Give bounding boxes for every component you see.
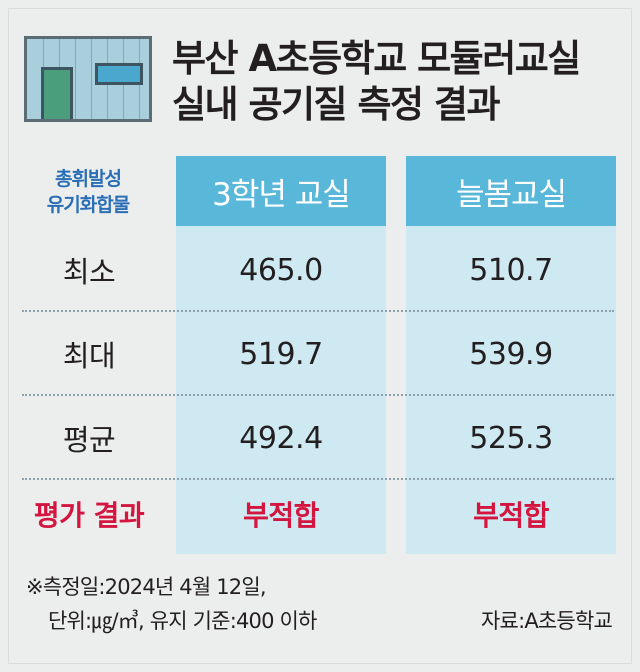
cell-value: 465.0 xyxy=(239,252,323,288)
door-shape xyxy=(41,67,73,119)
row-label: 최대 xyxy=(62,339,116,373)
row-divider xyxy=(22,478,614,480)
row-header-label: 총휘발성 유기화합물 xyxy=(22,166,154,218)
title-line-1: 부산 A초등학교 모듈러교실 xyxy=(172,37,581,80)
window-shape xyxy=(95,63,143,85)
table-row: 최대 519.7 539.9 xyxy=(22,312,614,396)
footnote-line-1: ※측정일:2024년 4월 12일, xyxy=(26,575,267,599)
footnote-line-2: 단위:㎍/㎥, 유지 기준:400 이하 xyxy=(48,609,317,633)
footnote: ※측정일:2024년 4월 12일, 단위:㎍/㎥, 유지 기준:400 이하 xyxy=(26,570,317,638)
cell-value: 492.4 xyxy=(239,420,323,456)
table-row: 최소 465.0 510.7 xyxy=(22,228,614,312)
row-label: 평균 xyxy=(62,423,116,457)
title-line-2: 실내 공기질 측정 결과 xyxy=(172,83,501,126)
table-row-result: 평가 결과 부적합 부적합 xyxy=(22,474,614,554)
column-header-2: 늘봄교실 xyxy=(406,156,616,226)
result-label: 평가 결과 xyxy=(33,499,145,532)
result-value: 부적합 xyxy=(473,499,549,532)
cell-value: 525.3 xyxy=(469,420,553,456)
table-row: 평균 492.4 525.3 xyxy=(22,396,614,480)
row-header-line-1: 총휘발성 xyxy=(55,168,122,190)
cell-value: 519.7 xyxy=(239,336,323,372)
row-divider xyxy=(22,310,614,312)
column-header-1: 3학년 교실 xyxy=(176,156,386,226)
result-value: 부적합 xyxy=(243,499,319,532)
classroom-icon xyxy=(24,36,152,122)
cell-value: 539.9 xyxy=(469,336,553,372)
page-title: 부산 A초등학교 모듈러교실 실내 공기질 측정 결과 xyxy=(172,36,622,128)
row-divider xyxy=(22,394,614,396)
row-label: 최소 xyxy=(62,255,116,289)
source-text: 자료:A초등학교 xyxy=(481,609,613,633)
row-header-line-2: 유기화합물 xyxy=(46,194,130,216)
cell-value: 510.7 xyxy=(469,252,553,288)
